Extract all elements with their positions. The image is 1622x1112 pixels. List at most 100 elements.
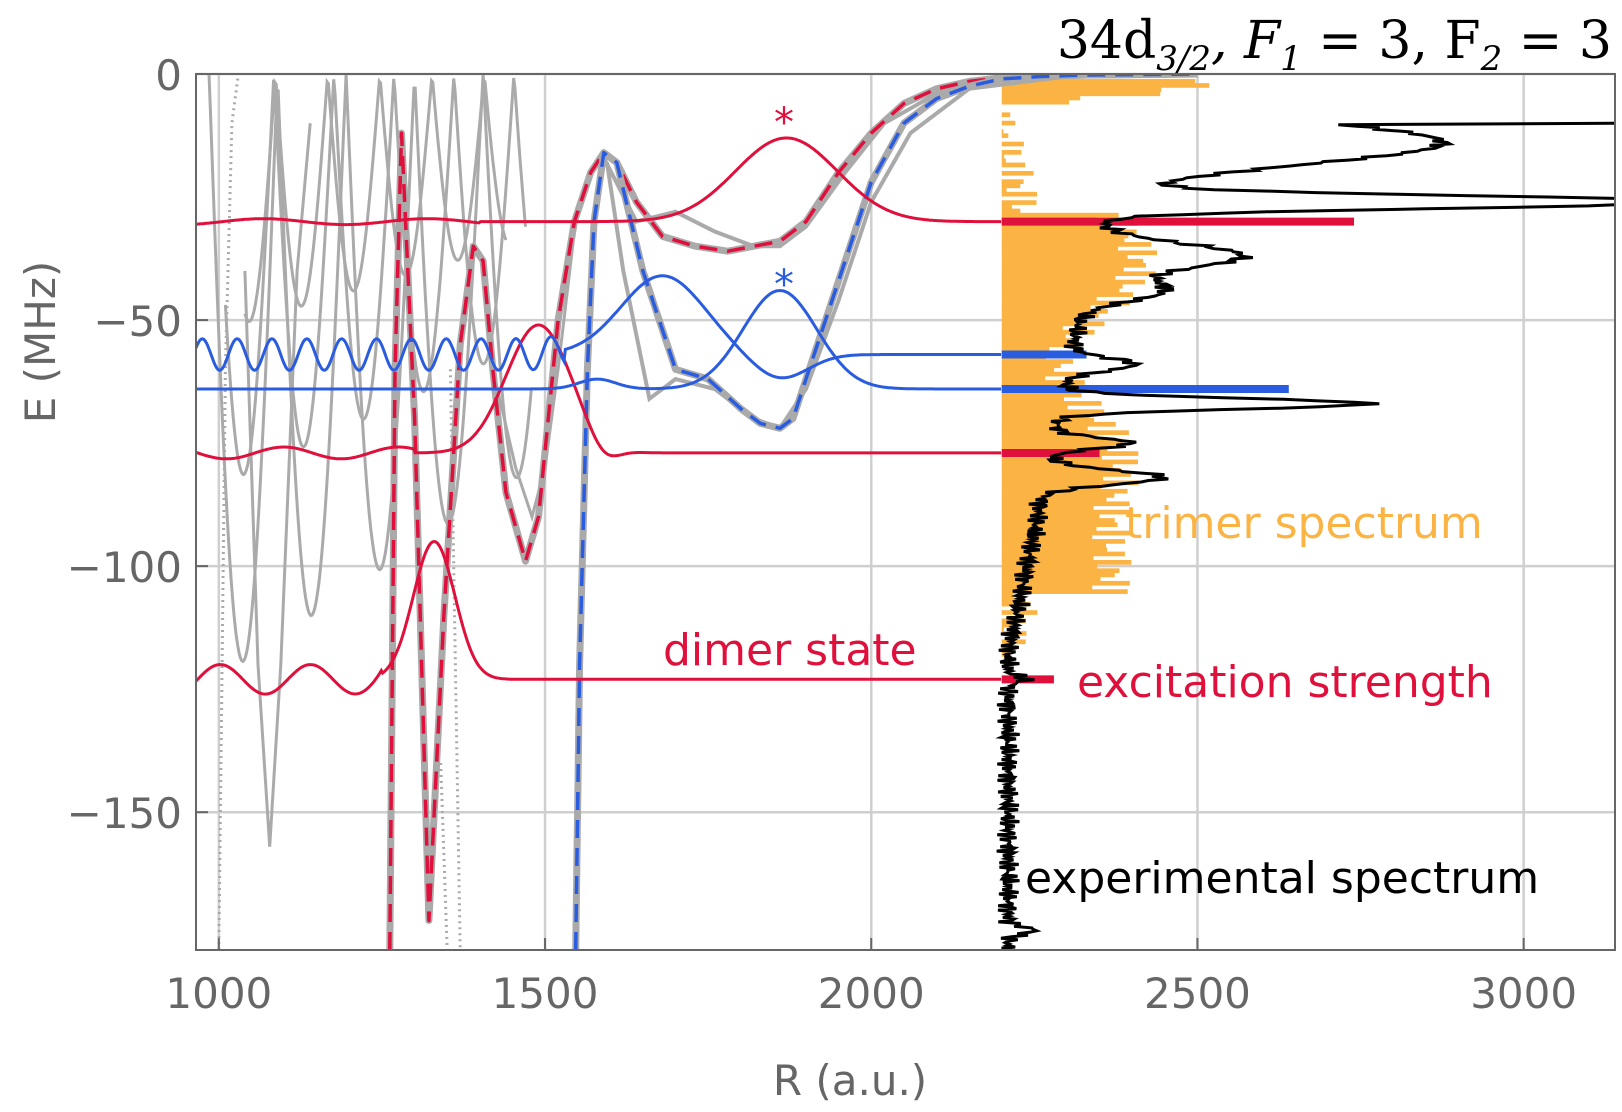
trimer-bar (1001, 543, 1107, 548)
trimer-bar (1001, 509, 1131, 515)
red-wavefunction-2 (196, 323, 1002, 461)
trimer-spectrum-bars (1001, 78, 1210, 657)
trimer-bar (1001, 467, 1121, 473)
trimer-bar (1001, 413, 1090, 419)
wavefunctions (196, 136, 1002, 696)
trimer-bar (1001, 154, 1005, 159)
trimer-bar (1001, 359, 1073, 364)
trimer-bar (1001, 296, 1097, 302)
red-wavefunction-1 (196, 136, 1002, 227)
trimer-bar (1001, 183, 1021, 189)
trimer-bar (1001, 91, 1161, 97)
trimer-bar (1001, 426, 1088, 431)
excitation-strength-label: excitation strength (1077, 657, 1493, 708)
trimer-bar (1001, 87, 1162, 92)
y-tick-label: −150 (67, 789, 182, 838)
trimer-bar (1001, 300, 1130, 306)
trimer-bar (1001, 275, 1116, 281)
trimer-bar (1001, 505, 1094, 511)
chart-title: 34d3/2, F1 = 3, F2 = 3 (1057, 11, 1612, 79)
trimer-bar (1001, 497, 1107, 502)
red-wavefunction-3 (196, 540, 1002, 696)
trimer-bar (1001, 472, 1131, 477)
trimer-bar (1001, 170, 1034, 176)
trimer-bar (1001, 522, 1118, 528)
trimer-bar (1001, 262, 1146, 268)
trimer-bar (1001, 225, 1105, 231)
gray-potential-curve (223, 77, 527, 477)
y-tick-label: −50 (93, 297, 182, 346)
trimer-bar (1001, 200, 1037, 205)
trimer-bar (1001, 158, 1006, 164)
trimer-bar (1001, 133, 1009, 138)
trimer-bar (1001, 267, 1124, 272)
trimer-bar (1001, 313, 1099, 318)
trimer-bar (1001, 576, 1101, 582)
trimer-bar (1001, 112, 1011, 118)
gray-potential-curve (605, 74, 1068, 431)
trimer-bar (1001, 401, 1102, 406)
trimer-bar (1001, 254, 1128, 260)
trimer-bar (1001, 204, 1012, 210)
trimer-bar (1001, 179, 1024, 184)
potential-curves (207, 74, 1198, 950)
blue-star-marker: * (774, 262, 794, 308)
trimer-bar (1001, 304, 1091, 310)
trimer-bar (1001, 564, 1098, 569)
trimer-bar (1001, 610, 1038, 615)
trimer-bar (1001, 438, 1123, 444)
x-tick-label: 2500 (1144, 969, 1251, 1018)
trimer-bar (1001, 476, 1104, 482)
trimer-bar (1001, 246, 1119, 251)
trimer-bar (1001, 283, 1123, 289)
trimer-bar (1001, 150, 1022, 155)
trimer-bar (1001, 501, 1130, 507)
trimer-bar (1001, 518, 1115, 523)
dimer-state-label: dimer state (663, 625, 917, 676)
y-tick-label: 0 (155, 51, 182, 100)
excitation-strength-bars (1001, 217, 1355, 684)
experimental-spectrum (995, 121, 1615, 950)
trimer-bar (1001, 580, 1130, 586)
trimer-bar (1001, 78, 1196, 84)
gray-potential-curve (439, 762, 449, 950)
trimer-bar (1001, 342, 1079, 348)
trimer-bar (1001, 513, 1100, 519)
trimer-bar (1001, 288, 1120, 293)
trimer-bar (1001, 242, 1152, 247)
trimer-bar (1001, 405, 1068, 410)
trimer-bar (1001, 463, 1113, 469)
trimer-bar (1001, 539, 1125, 544)
trimer-bar (1001, 417, 1095, 423)
trimer-bar (1001, 480, 1139, 486)
trimer-bar (1001, 321, 1105, 327)
trimer-bar (1001, 551, 1125, 557)
trimer-bar (1001, 593, 1014, 599)
trimer-bar (1001, 572, 1115, 578)
trimer-bar (1001, 233, 1129, 239)
trimer-bar (1001, 212, 1119, 218)
gray-potential-curve (217, 74, 240, 950)
trimer-bar (1001, 292, 1134, 297)
y-axis-label: E (MHz) (16, 261, 65, 424)
trimer-bar (1001, 555, 1094, 561)
trimer-bar (1001, 279, 1145, 285)
trimer-bar (1001, 162, 1026, 168)
trimer-spectrum-label: trimer spectrum (1125, 498, 1483, 549)
trimer-bar (1001, 334, 1066, 339)
trimer-bar (1001, 392, 1082, 398)
trimer-bar (1001, 626, 1004, 632)
trimer-bar (1001, 99, 1070, 105)
trimer-bar (1001, 129, 1004, 134)
trimer-bar (1001, 597, 1022, 603)
trimer-bar (1001, 141, 1024, 147)
trimer-bar (1001, 568, 1120, 574)
trimer-bar (1001, 442, 1121, 448)
trimer-bar (1001, 493, 1115, 498)
trimer-bar (1001, 589, 1128, 594)
trimer-bar (1001, 484, 1101, 490)
blue-potential-dashed (573, 74, 1198, 950)
x-tick-label: 1000 (165, 969, 272, 1018)
x-tick-label: 2000 (818, 969, 925, 1018)
gray-potential-curve (243, 123, 312, 847)
